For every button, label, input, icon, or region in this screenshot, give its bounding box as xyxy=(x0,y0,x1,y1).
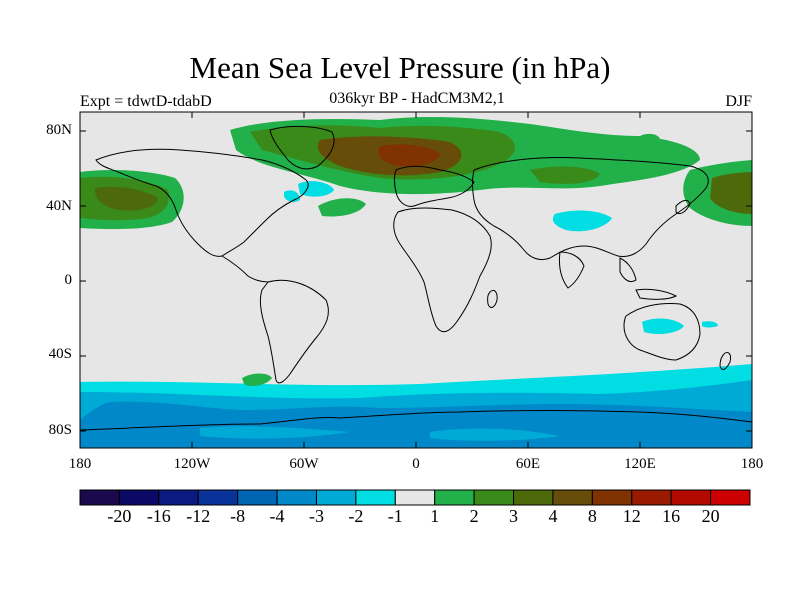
colorbar-label: 1 xyxy=(430,506,440,526)
anomaly-region-australia-low xyxy=(642,318,684,334)
colorbar-label: -20 xyxy=(107,506,132,526)
coast-south-america xyxy=(259,279,329,384)
coastlines xyxy=(80,125,752,431)
colorbar-label: 20 xyxy=(701,506,720,526)
colorbar-swatch xyxy=(394,489,436,506)
colorbar-label: 3 xyxy=(509,506,519,526)
chart-title: Mean Sea Level Pressure (in hPa) xyxy=(189,50,611,85)
colorbar-label: -8 xyxy=(230,506,246,526)
x-tick-label: 60E xyxy=(515,456,541,472)
colorbar-label: 16 xyxy=(662,506,681,526)
colorbar-swatch xyxy=(631,489,672,506)
x-tick-label: 120W xyxy=(173,456,211,472)
anomaly-region-kamchatka-high xyxy=(640,133,660,143)
coast-japan xyxy=(675,199,691,215)
anomaly-region-north-atlantic xyxy=(318,198,366,217)
colorbar-label: -12 xyxy=(186,506,211,526)
coast-antarctica xyxy=(80,410,752,431)
coast-europe xyxy=(394,165,475,207)
anomaly-region-siberia xyxy=(530,166,600,184)
colorbar-label: 12 xyxy=(622,506,641,526)
coast-australia xyxy=(623,303,701,361)
colorbar-label: -4 xyxy=(269,506,285,526)
coast-southeast-asia xyxy=(619,257,678,300)
coast-north-america xyxy=(95,148,309,257)
anomaly-region-asia-low xyxy=(552,210,612,232)
colorbar-swatch xyxy=(237,489,278,506)
colorbar-label: -1 xyxy=(387,506,403,526)
anomaly-region-tasman-low xyxy=(702,321,718,328)
colorbar-label: 2 xyxy=(469,506,479,526)
anomaly-region-antarctic xyxy=(80,401,752,448)
y-tick-label: 80N xyxy=(46,122,72,138)
colorbar-swatch xyxy=(513,489,554,506)
colorbar-label: -2 xyxy=(348,506,364,526)
colorbar-swatch xyxy=(276,489,317,506)
colorbar-swatch xyxy=(591,489,633,506)
colorbar-swatch xyxy=(158,489,199,506)
season-label: DJF xyxy=(725,93,752,110)
colorbar-swatch xyxy=(670,489,712,506)
y-tick-label: 40N xyxy=(46,198,72,214)
coast-madagascar xyxy=(487,289,498,308)
colorbar-swatch xyxy=(434,489,475,506)
colorbar-swatch xyxy=(473,489,515,506)
x-tick-label: 120E xyxy=(624,456,656,472)
coast-india xyxy=(559,251,585,289)
anomaly-region-southern-ocean-patch-east xyxy=(430,428,560,441)
anomaly-region-patagonia-high xyxy=(242,373,272,386)
y-tick-label: 0 xyxy=(64,272,73,288)
colorbar-swatch xyxy=(118,489,160,506)
map-plot-area xyxy=(80,112,752,448)
anomaly-region-arctic-peak xyxy=(378,144,440,167)
x-tick-label: 180 xyxy=(740,456,764,472)
chart-subtitle: 036kyr BP - HadCM3M2,1 xyxy=(329,90,505,107)
colorbar-label: -16 xyxy=(146,506,171,526)
axis-ticks xyxy=(79,112,753,448)
anomaly-region-north-pacific-east-core xyxy=(710,172,752,214)
x-tick-label: 0 xyxy=(412,456,420,472)
experiment-label: Expt = tdwtD-tdabD xyxy=(80,93,212,110)
colorbar-label: 8 xyxy=(587,506,597,526)
coast-africa xyxy=(393,207,492,333)
coast-greenland xyxy=(269,125,335,170)
colorbar-swatch xyxy=(315,489,357,506)
colorbar-label: 4 xyxy=(548,506,558,526)
colorbar-swatch xyxy=(710,489,751,506)
coast-new-zealand xyxy=(719,351,731,370)
coast-central-america xyxy=(221,255,269,283)
x-tick-label: 180 xyxy=(68,456,92,472)
colorbar-swatch xyxy=(197,489,239,506)
colorbar xyxy=(79,489,751,506)
coast-asia xyxy=(472,157,709,261)
y-tick-label: 40S xyxy=(48,346,72,362)
x-tick-label: 60W xyxy=(289,456,319,472)
colorbar-swatch xyxy=(79,489,120,506)
colorbar-label: -3 xyxy=(308,506,324,526)
y-tick-label: 80S xyxy=(48,422,72,438)
colorbar-swatch xyxy=(552,489,593,506)
anomaly-region-north-pacific-center xyxy=(94,186,158,211)
anomaly-region-atlantic-low xyxy=(298,181,334,197)
colorbar-swatch xyxy=(355,489,396,506)
anomaly-region-southern-ocean-patch xyxy=(200,426,350,439)
